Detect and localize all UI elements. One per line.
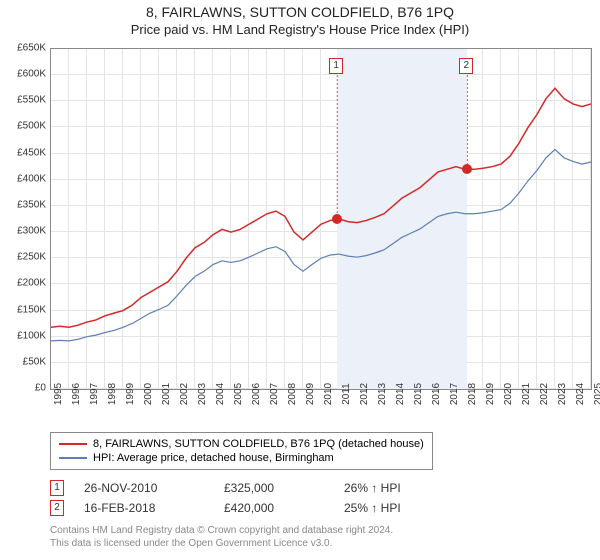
y-tick-label: £600K [0,69,46,80]
x-tick-label: 2022 [539,383,550,405]
x-tick-label: 2019 [485,383,496,405]
x-tick-label: 2025 [593,383,600,405]
x-tick-label: 2009 [305,383,316,405]
y-tick-label: £250K [0,252,46,263]
x-tick-label: 1996 [71,383,82,405]
legend-swatch [59,457,87,459]
y-tick-label: £300K [0,226,46,237]
sales-table-row: 1 26-NOV-2010 £325,000 26% ↑ HPI [50,478,590,498]
y-tick-label: £100K [0,330,46,341]
x-tick-label: 2010 [323,383,334,405]
x-tick-label: 2024 [575,383,586,405]
plot-area [50,48,592,390]
y-tick-label: £450K [0,147,46,158]
sales-table-row: 2 16-FEB-2018 £420,000 25% ↑ HPI [50,498,590,518]
series-property-line [51,88,591,327]
x-tick-label: 2005 [233,383,244,405]
legend-row: 8, FAIRLAWNS, SUTTON COLDFIELD, B76 1PQ … [59,437,424,451]
x-tick-label: 2003 [197,383,208,405]
attribution: Contains HM Land Registry data © Crown c… [50,524,590,550]
y-tick-label: £50K [0,356,46,367]
x-tick-label: 2007 [269,383,280,405]
x-tick-label: 2015 [413,383,424,405]
attribution-line1: Contains HM Land Registry data © Crown c… [50,524,590,537]
sale-marker-box: 2 [459,58,473,74]
legend-swatch [59,443,87,445]
sales-row-marker: 2 [50,500,64,516]
y-tick-label: £350K [0,199,46,210]
y-tick-label: £400K [0,173,46,184]
sales-row-price: £325,000 [224,481,324,495]
y-tick-label: £650K [0,43,46,54]
chart-title: 8, FAIRLAWNS, SUTTON COLDFIELD, B76 1PQ [0,0,600,20]
x-tick-label: 2013 [377,383,388,405]
x-tick-label: 1995 [53,383,64,405]
sales-row-date: 16-FEB-2018 [84,501,204,515]
x-tick-label: 1999 [125,383,136,405]
x-tick-label: 2006 [251,383,262,405]
x-tick-label: 1998 [107,383,118,405]
sales-row-delta: 26% ↑ HPI [344,481,444,495]
y-tick-label: £500K [0,121,46,132]
sales-row-price: £420,000 [224,501,324,515]
y-tick-label: £150K [0,304,46,315]
x-tick-label: 2002 [179,383,190,405]
x-tick-label: 2011 [341,383,352,405]
y-tick-label: £200K [0,278,46,289]
line-series-svg [51,49,591,389]
x-tick-label: 2000 [143,383,154,405]
series-hpi-line [51,149,591,340]
sales-row-delta: 25% ↑ HPI [344,501,444,515]
x-tick-label: 2020 [503,383,514,405]
legend-label: 8, FAIRLAWNS, SUTTON COLDFIELD, B76 1PQ … [93,438,424,450]
x-tick-label: 1997 [89,383,100,405]
sale-point-marker [332,214,342,224]
price-chart: 8, FAIRLAWNS, SUTTON COLDFIELD, B76 1PQ … [0,0,600,560]
x-tick-label: 2012 [359,383,370,405]
legend-row: HPI: Average price, detached house, Birm… [59,451,424,465]
y-tick-label: £550K [0,95,46,106]
x-tick-label: 2017 [449,383,460,405]
sales-table: 1 26-NOV-2010 £325,000 26% ↑ HPI 2 16-FEB-201… [50,478,590,518]
x-tick-label: 2018 [467,383,478,405]
x-tick-label: 2014 [395,383,406,405]
sales-row-date: 26-NOV-2010 [84,481,204,495]
sale-point-marker [462,164,472,174]
x-tick-label: 2004 [215,383,226,405]
x-tick-label: 2021 [521,383,532,405]
x-tick-label: 2008 [287,383,298,405]
x-tick-label: 2001 [161,383,172,405]
chart-subtitle: Price paid vs. HM Land Registry's House … [0,20,600,37]
series-legend: 8, FAIRLAWNS, SUTTON COLDFIELD, B76 1PQ … [50,432,433,470]
sale-marker-box: 1 [329,58,343,74]
attribution-line2: This data is licensed under the Open Gov… [50,537,590,550]
legend-label: HPI: Average price, detached house, Birm… [93,452,334,464]
legend-area: 8, FAIRLAWNS, SUTTON COLDFIELD, B76 1PQ … [50,432,590,550]
x-tick-label: 2016 [431,383,442,405]
y-tick-label: £0 [0,383,46,394]
x-tick-label: 2023 [557,383,568,405]
sales-row-marker: 1 [50,480,64,496]
